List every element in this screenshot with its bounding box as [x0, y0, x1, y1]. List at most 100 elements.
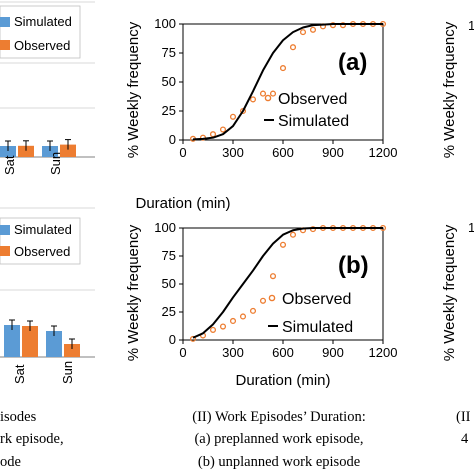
- x-axis-title-b: Duration (min): [235, 372, 330, 389]
- x-tick-label: 900: [322, 145, 344, 160]
- point-observed: [279, 65, 287, 72]
- line-chart-a: 0 25 50 75 100 0 300 600 900 1200: [154, 16, 397, 160]
- right-partial-panel: % Weekly frequency 1 % Weekly frequency …: [441, 18, 474, 361]
- y-tick-label: 50: [162, 276, 176, 291]
- y-tick-label: 50: [162, 74, 176, 89]
- caption-left-line-1: isodes: [0, 409, 37, 425]
- y-tick-label: 75: [162, 248, 176, 263]
- legend-label-simulated: Simulated: [14, 14, 72, 29]
- legend-box: [0, 217, 81, 265]
- caption-left-line-2: rk episode,: [0, 431, 64, 447]
- point-observed: [229, 317, 237, 325]
- bar-observed-sat: [18, 145, 34, 157]
- point-observed: [299, 29, 307, 36]
- y-tick-label: 25: [162, 304, 176, 319]
- legend-swatch-observed: [0, 246, 10, 256]
- x-tick-label: 0: [179, 345, 186, 360]
- x-tick-label: 0: [179, 145, 186, 160]
- point-observed: [239, 313, 247, 320]
- left-top-bar-panel: Simulated Observed Sat Sun: [0, 1, 95, 175]
- x-tick-label: 300: [222, 145, 244, 160]
- legend-swatch-simulated: [0, 225, 10, 235]
- x-tick-label: 1200: [369, 145, 398, 160]
- category-label-sat: Sat: [12, 364, 27, 384]
- legend-label-observed: Observed: [14, 244, 70, 259]
- bar-simulated-sat: [4, 325, 20, 357]
- right-ytick-bottom: 1: [468, 220, 474, 235]
- category-label-sat: Sat: [2, 155, 17, 175]
- caption-left-line-3: ode: [0, 454, 21, 470]
- line-chart-b: 0 25 50 75 100 0 300 600 900 1200: [154, 220, 397, 360]
- legend-label-observed: Observed: [282, 291, 351, 308]
- legend-marker-observed: [268, 294, 276, 302]
- y-axis-title-b: % Weekly frequency: [125, 224, 142, 361]
- point-observed: [269, 273, 277, 280]
- y-axis-title-a: % Weekly frequency: [125, 21, 142, 158]
- legend-box: [0, 5, 81, 59]
- legend-label-observed: Observed: [14, 38, 70, 53]
- point-observed: [219, 126, 227, 133]
- caption-center-line-1: (II) Work Episodes’ Duration:: [192, 409, 365, 425]
- bar-simulated-sat: [0, 146, 16, 157]
- point-observed: [309, 26, 317, 33]
- point-observed: [259, 297, 267, 304]
- legend-b: Observed Simulated: [268, 291, 353, 336]
- y-tick-label: 75: [162, 45, 176, 60]
- right-ytick-top: 1: [468, 18, 474, 33]
- bar-observed-sun: [64, 344, 80, 357]
- bars-top: [0, 139, 76, 157]
- bar-observed-sun: [60, 144, 76, 157]
- point-observed: [279, 241, 287, 248]
- bar-simulated-sun: [46, 331, 62, 357]
- point-observed: [289, 44, 297, 51]
- captions: isodes rk episode, ode (II) Work Episode…: [0, 409, 471, 470]
- point-observed: [219, 323, 227, 330]
- caption-right-line-1: (II: [456, 409, 471, 425]
- point-observed: [209, 131, 217, 138]
- bar-simulated-sun: [42, 146, 58, 157]
- legend-label-observed: Observed: [278, 91, 347, 108]
- point-observed: [329, 22, 337, 29]
- x-tick-label: 300: [222, 345, 244, 360]
- point-observed: [289, 231, 297, 238]
- x-tick-label: 600: [272, 345, 294, 360]
- legend-swatch-simulated: [0, 17, 10, 27]
- point-observed: [239, 107, 247, 115]
- point-observed: [339, 22, 347, 29]
- legend-marker-observed: [264, 94, 272, 102]
- legend-label-simulated: Simulated: [278, 113, 349, 130]
- left-bottom-bar-panel: Simulated Observed Sat Sun: [0, 207, 95, 384]
- x-tick-label: 1200: [369, 345, 398, 360]
- right-y-axis-title: % Weekly frequency: [441, 21, 458, 158]
- panel-label-a: (a): [338, 49, 367, 76]
- point-observed: [209, 326, 217, 333]
- legend-label-simulated: Simulated: [14, 222, 72, 237]
- legend-a: Observed Simulated: [264, 91, 349, 130]
- category-label-sun: Sun: [60, 361, 75, 384]
- y-tick-label: 25: [162, 103, 176, 118]
- series-line-simulated: [192, 227, 383, 339]
- x-axis-title-a: Duration (min): [135, 195, 230, 212]
- y-tick-label: 0: [169, 132, 176, 147]
- point-observed: [269, 90, 277, 97]
- series-line-simulated: [192, 23, 383, 141]
- bars-bottom: [4, 319, 80, 357]
- panel-label-b: (b): [338, 252, 369, 279]
- bar-observed-sat: [22, 326, 38, 357]
- caption-center-line-2: (a) preplanned work episode,: [194, 431, 363, 447]
- point-observed: [229, 113, 237, 120]
- point-observed: [259, 90, 267, 97]
- category-label-sun: Sun: [48, 152, 63, 175]
- y-tick-label: 0: [169, 332, 176, 347]
- legend-swatch-observed: [0, 40, 10, 50]
- x-tick-label: 600: [272, 145, 294, 160]
- legend-label-simulated: Simulated: [282, 319, 353, 336]
- point-observed: [249, 307, 257, 314]
- x-tick-label: 900: [322, 345, 344, 360]
- caption-center-line-3: (b) unplanned work episode: [198, 454, 360, 470]
- point-observed: [249, 96, 257, 103]
- caption-right-line-2: 4: [461, 431, 469, 447]
- y-tick-label: 100: [154, 16, 176, 31]
- point-observed: [189, 335, 197, 342]
